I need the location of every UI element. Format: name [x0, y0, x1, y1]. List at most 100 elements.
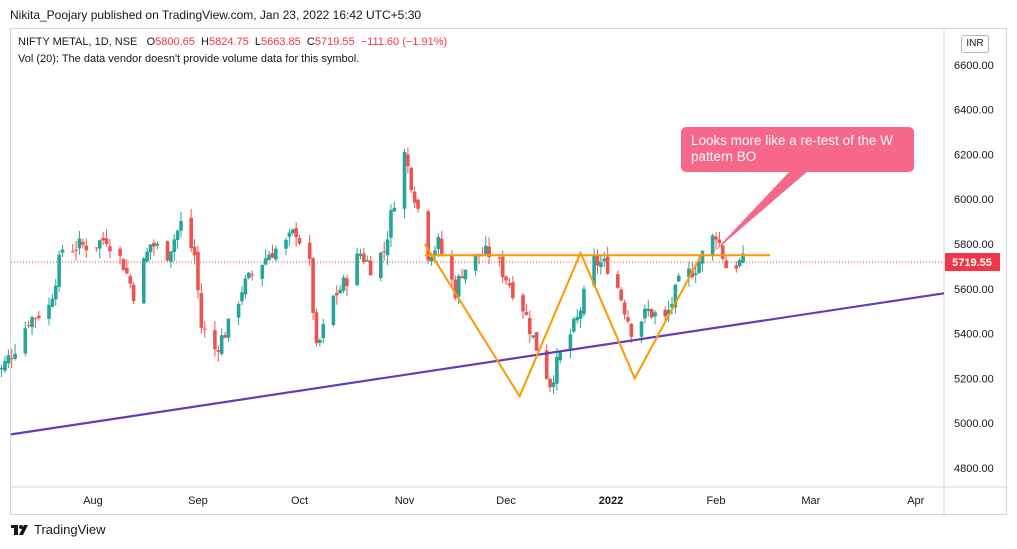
candle-body	[450, 254, 454, 280]
candle-body	[670, 304, 674, 308]
candle-body	[128, 276, 133, 284]
y-tick-label: 6400.00	[954, 105, 994, 117]
candle-body	[290, 229, 295, 234]
w-pattern-line	[423, 243, 704, 399]
candle-body	[653, 312, 657, 317]
candle-body	[47, 304, 51, 319]
candle-body	[331, 295, 336, 325]
footer: TradingView	[10, 522, 106, 537]
candle-body	[605, 256, 610, 274]
candle-body	[216, 350, 221, 352]
candle-body	[646, 308, 651, 312]
candle-body	[155, 243, 160, 246]
candle-body	[456, 275, 461, 297]
x-tick-label: Oct	[291, 495, 308, 507]
candle-body	[429, 256, 434, 262]
y-tick-label: 6600.00	[954, 60, 994, 72]
candle-body	[402, 152, 407, 209]
candle-body	[453, 279, 458, 299]
candle-body	[121, 259, 126, 271]
currency-badge[interactable]: INR	[961, 35, 989, 53]
candle-body	[53, 285, 58, 300]
candle-body	[37, 315, 41, 319]
candle-body	[74, 249, 78, 251]
volume-note: Vol (20): The data vendor doesn't provid…	[18, 53, 360, 65]
x-tick-label: Apr	[907, 495, 924, 507]
candle-body	[619, 289, 623, 301]
publication-header: Nikita_Poojary published on TradingView.…	[10, 8, 422, 22]
open-key: O	[146, 36, 156, 48]
chart-frame	[10, 28, 1007, 515]
candle-body	[507, 283, 512, 286]
high-key: H	[201, 36, 209, 48]
candle-body	[189, 217, 193, 249]
candle-body	[341, 277, 346, 291]
last-price-label: 5719.55	[952, 257, 992, 269]
candle-body	[131, 284, 136, 302]
y-tick-label: 5600.00	[954, 284, 994, 296]
candle-body	[30, 317, 34, 328]
candle-body	[483, 245, 488, 254]
candle-body	[270, 253, 275, 258]
candle-body	[416, 199, 420, 209]
candle-body	[487, 246, 491, 258]
candle-body	[724, 260, 728, 269]
candle-body	[524, 312, 529, 315]
candle-body	[77, 238, 82, 249]
candle-body	[365, 260, 370, 262]
candle-body	[243, 278, 248, 295]
candle-body	[639, 321, 644, 337]
candle-body	[94, 247, 99, 249]
candle-body	[213, 330, 217, 350]
candle-body	[714, 236, 718, 240]
candle-body	[196, 251, 200, 291]
candle-body	[649, 308, 654, 318]
candle-body	[500, 256, 505, 278]
candle-body	[60, 249, 65, 253]
candle-body	[172, 239, 177, 253]
y-tick-label: 5000.00	[954, 418, 994, 430]
candle-body	[741, 253, 745, 263]
candle-body	[473, 254, 478, 271]
candle-body	[33, 318, 38, 320]
candle-body	[527, 318, 532, 335]
candle-body	[297, 238, 302, 244]
x-tick-label: Dec	[496, 495, 516, 507]
candle-body	[504, 276, 508, 281]
candle-body	[169, 251, 173, 262]
candle-body	[439, 238, 444, 255]
candle-body	[616, 274, 620, 288]
candle-body	[358, 253, 363, 256]
candle-body	[236, 303, 241, 318]
y-tick-label: 4800.00	[954, 463, 994, 475]
candle-body	[497, 257, 502, 259]
candle-body	[551, 382, 556, 387]
candle-body	[307, 242, 312, 259]
candle-body	[578, 310, 583, 319]
close-key: C	[306, 36, 315, 48]
open-value: 5800.65	[155, 36, 195, 48]
y-tick-label: 5400.00	[954, 329, 994, 341]
candle-body	[463, 269, 468, 280]
y-tick-label: 6000.00	[954, 194, 994, 206]
annotation-callout: Looks more like a re-test of the W patte…	[681, 127, 914, 172]
candle-body	[460, 276, 464, 278]
candle-body	[717, 239, 722, 244]
candle-body	[599, 262, 603, 267]
candle-body	[223, 335, 227, 338]
candle-body	[362, 253, 366, 263]
candle-body	[700, 251, 705, 264]
candle-body	[720, 245, 725, 259]
candle-body	[226, 318, 231, 338]
candle-body	[622, 302, 627, 315]
candle-body	[355, 253, 359, 286]
candle-body	[629, 323, 634, 337]
candle-body	[165, 241, 170, 261]
tradingview-logo-icon	[10, 523, 30, 537]
candle-body	[314, 312, 319, 344]
candle-body	[737, 259, 742, 267]
tradingview-brand: TradingView	[34, 522, 106, 537]
candle-body	[531, 335, 535, 338]
candle-body	[284, 239, 288, 249]
